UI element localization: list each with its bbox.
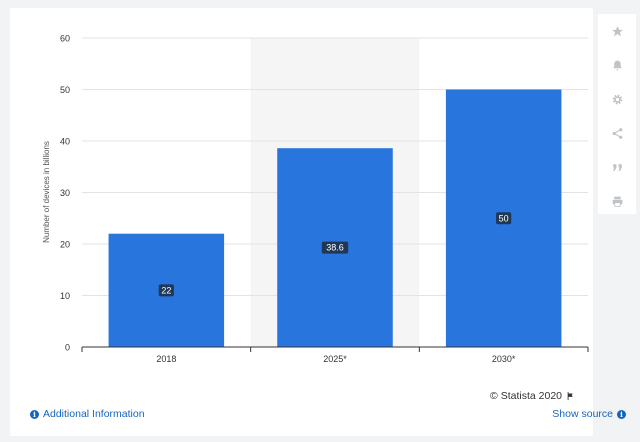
data-label-bg [496,212,512,225]
chart-toolbar [598,14,636,214]
y-tick-label: 50 [60,85,70,95]
show-source-link[interactable]: Show source i [552,408,626,420]
y-tick-label: 20 [60,240,70,250]
additional-information-label: Additional Information [43,408,145,420]
cite-button[interactable] [602,152,632,182]
x-tick-label: 2025* [323,354,347,364]
y-axis-title: Number of devices in billions [42,141,51,243]
y-tick-label: 0 [65,343,70,353]
quote-icon [612,163,622,171]
y-tick-label: 10 [60,291,70,301]
show-source-label: Show source [552,408,613,420]
notification-button[interactable] [602,50,632,80]
print-button[interactable] [602,186,632,216]
share-icon [612,127,622,139]
data-label: 22 [161,285,171,295]
additional-information-link[interactable]: i Additional Information [30,408,145,420]
copyright-text: © Statista 2020 [490,390,562,402]
data-label: 50 [499,213,509,223]
flag-icon [567,391,573,401]
info-icon: i [30,409,39,419]
x-tick-label: 2018 [156,354,176,364]
print-icon [612,196,622,207]
y-tick-label: 60 [60,34,70,44]
y-tick-label: 30 [60,188,70,198]
copyright-notice: © Statista 2020 [490,390,576,402]
data-label: 38.6 [326,243,344,253]
bell-icon [612,60,622,70]
data-label-bg [158,284,174,297]
info-icon: i [617,409,626,419]
gear-icon [612,94,622,104]
favorite-button[interactable] [602,16,632,46]
x-tick-label: 2030* [492,354,516,364]
data-label-bg [321,241,349,254]
settings-button[interactable] [602,84,632,114]
bar-chart: 22 38.6 50 0 10 20 30 40 50 60 2018 2025* 2030* Num… [42,34,589,364]
share-button[interactable] [602,118,632,148]
y-tick-label: 40 [60,137,70,147]
star-icon [611,25,623,36]
